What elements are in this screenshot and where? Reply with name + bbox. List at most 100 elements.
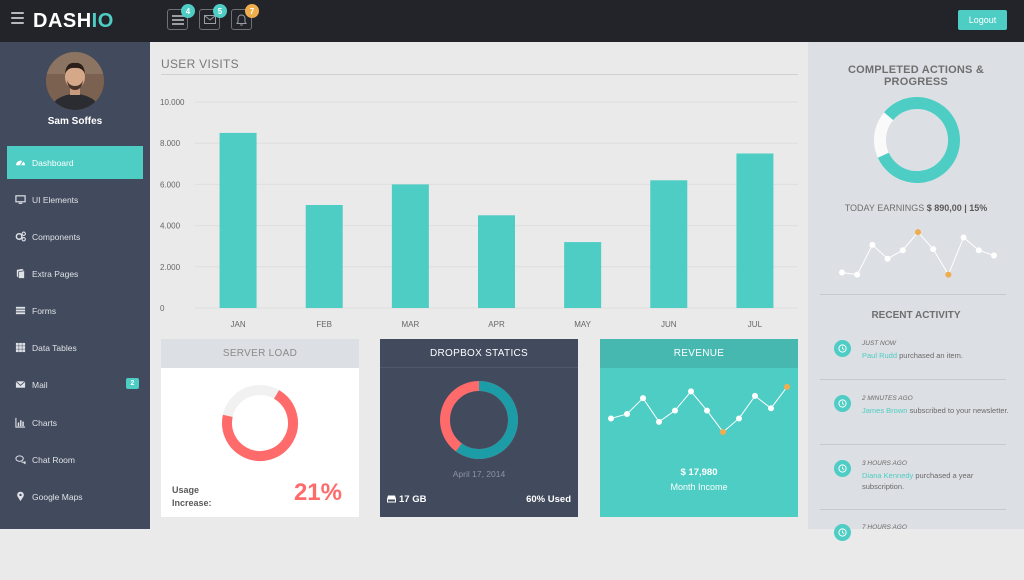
sidebar-item-label: Google Maps [32, 491, 83, 502]
activity-time: JUST NOW [862, 340, 896, 347]
divider [820, 379, 1006, 380]
bar-feb[interactable] [305, 205, 343, 308]
tasks-icon [171, 14, 184, 25]
notifications-button[interactable]: 7 [231, 4, 259, 30]
logout-button[interactable]: Logout [958, 10, 1007, 30]
sidebar-item-label: Extra Pages [32, 268, 79, 279]
clock-icon [834, 340, 851, 357]
sidebar-item-chat-room[interactable]: Chat Room [7, 443, 143, 476]
sidebar-item-google-maps[interactable]: Google Maps [7, 480, 143, 513]
sidebar-item-mail[interactable]: Mail 2 [7, 368, 143, 401]
revenue-point [640, 395, 646, 402]
table-icon [15, 342, 26, 353]
revenue-point [720, 428, 726, 435]
revenue-point [656, 418, 662, 425]
server-load-donut [222, 385, 298, 461]
earnings-point [991, 252, 997, 259]
activity-time: 2 MINUTES AGO [862, 395, 913, 402]
desktop-icon [15, 195, 26, 204]
x-tick-label: JUL [748, 320, 763, 329]
y-tick-label: 6.000 [160, 180, 181, 189]
menu-toggle-icon[interactable] [11, 12, 24, 24]
activity-user-link[interactable]: James Brown [862, 406, 908, 415]
dropbox-panel: DROPBOX STATICS April 17, 2014 17 GB 60%… [380, 339, 578, 517]
progress-arc [874, 97, 961, 183]
sidebar-item-components[interactable]: Components [7, 220, 143, 253]
y-tick-label: 4.000 [160, 222, 181, 231]
server-load-title: SERVER LOAD [161, 339, 359, 368]
sidebar: Sam Soffes Dashboard UI Elements Compone… [0, 42, 150, 529]
revenue-point [752, 392, 758, 399]
recent-activity-title: RECENT ACTIVITY [871, 310, 961, 321]
bar-may[interactable] [564, 242, 602, 308]
dropbox-footer: 17 GB 60% Used [387, 494, 571, 505]
server-load-panel: SERVER LOAD Usage Increase: 21% [161, 339, 359, 517]
activity-user-link[interactable]: Paul Rudd [862, 351, 898, 360]
revenue-amount: $ 17,980 [680, 467, 718, 478]
divider [820, 444, 1006, 445]
y-tick-label: 0 [160, 304, 165, 313]
sidebar-item-label: UI Elements [32, 194, 79, 205]
clock-icon [834, 460, 851, 477]
activity-message: James Brown subscribed to your newslette… [862, 406, 1009, 415]
x-tick-label: JAN [231, 320, 246, 329]
revenue-point [736, 415, 742, 422]
page-title: USER VISITS [161, 57, 239, 71]
revenue-line [610, 386, 788, 433]
logo[interactable]: DASHIO [33, 10, 114, 32]
activity-user-link[interactable]: Diana Kennedy [862, 471, 914, 480]
bar-apr[interactable] [478, 215, 515, 308]
sidebar-item-charts[interactable]: Charts [7, 406, 143, 439]
top-header: DASHIO 4 5 7 Logout [0, 0, 1024, 42]
earnings-point [869, 241, 876, 248]
dropbox-arc [440, 381, 518, 459]
bar-chart-icon [15, 417, 26, 428]
sidebar-item-label: Components [32, 231, 81, 242]
sidebar-item-data-tables[interactable]: Data Tables [7, 331, 143, 364]
sidebar-item-dashboard[interactable]: Dashboard [7, 146, 143, 179]
bar-mar[interactable] [391, 184, 429, 308]
y-tick-label: 2.000 [160, 263, 181, 272]
revenue-point [688, 388, 694, 395]
earnings-point [930, 246, 937, 253]
sidebar-item-label: Dashboard [32, 157, 74, 168]
sidebar-item-extra-pages[interactable]: Extra Pages [7, 257, 143, 290]
bar-jul[interactable] [736, 153, 774, 309]
server-load-arc [222, 385, 298, 461]
mail-button[interactable]: 5 [199, 4, 227, 30]
hdd-icon [387, 495, 396, 503]
revenue-point [608, 415, 614, 422]
sidebar-item-forms[interactable]: Forms [7, 294, 143, 327]
divider [820, 509, 1006, 510]
avatar[interactable] [46, 52, 104, 110]
sidebar-item-label: Forms [32, 305, 57, 316]
earnings-point [839, 269, 845, 276]
earnings-point [960, 234, 967, 241]
earnings-point [884, 255, 891, 262]
earnings-point [975, 247, 982, 254]
sidebar-item-label: Mail [32, 379, 48, 390]
tasks-button[interactable]: 4 [167, 4, 195, 30]
clock-icon [834, 395, 851, 412]
sidebar-item-label: Data Tables [32, 342, 77, 353]
activity-item: 3 HOURS AGO Diana Kennedy purchased a ye… [834, 460, 1014, 516]
revenue-sparkline [608, 383, 790, 435]
map-marker-icon [17, 491, 24, 502]
notifications-badge: 7 [245, 4, 259, 18]
dropbox-storage: 17 GB [387, 494, 426, 505]
bar-jan[interactable] [219, 132, 257, 308]
sidebar-item-label: Charts [32, 417, 58, 428]
bar-jun[interactable] [650, 180, 688, 308]
cogs-icon [15, 231, 26, 242]
earnings-line [841, 231, 995, 276]
mail-count-badge: 2 [126, 378, 139, 389]
usage-label: Usage Increase: [172, 485, 212, 508]
sidebar-item-ui-elements[interactable]: UI Elements [7, 183, 143, 216]
envelope-icon [203, 15, 216, 24]
earnings-point [945, 271, 952, 278]
x-tick-label: FEB [316, 320, 332, 329]
activity-time: 7 HOURS AGO [862, 524, 907, 531]
earnings-point [915, 229, 921, 236]
revenue-point [704, 407, 710, 414]
x-tick-label: APR [488, 320, 505, 329]
